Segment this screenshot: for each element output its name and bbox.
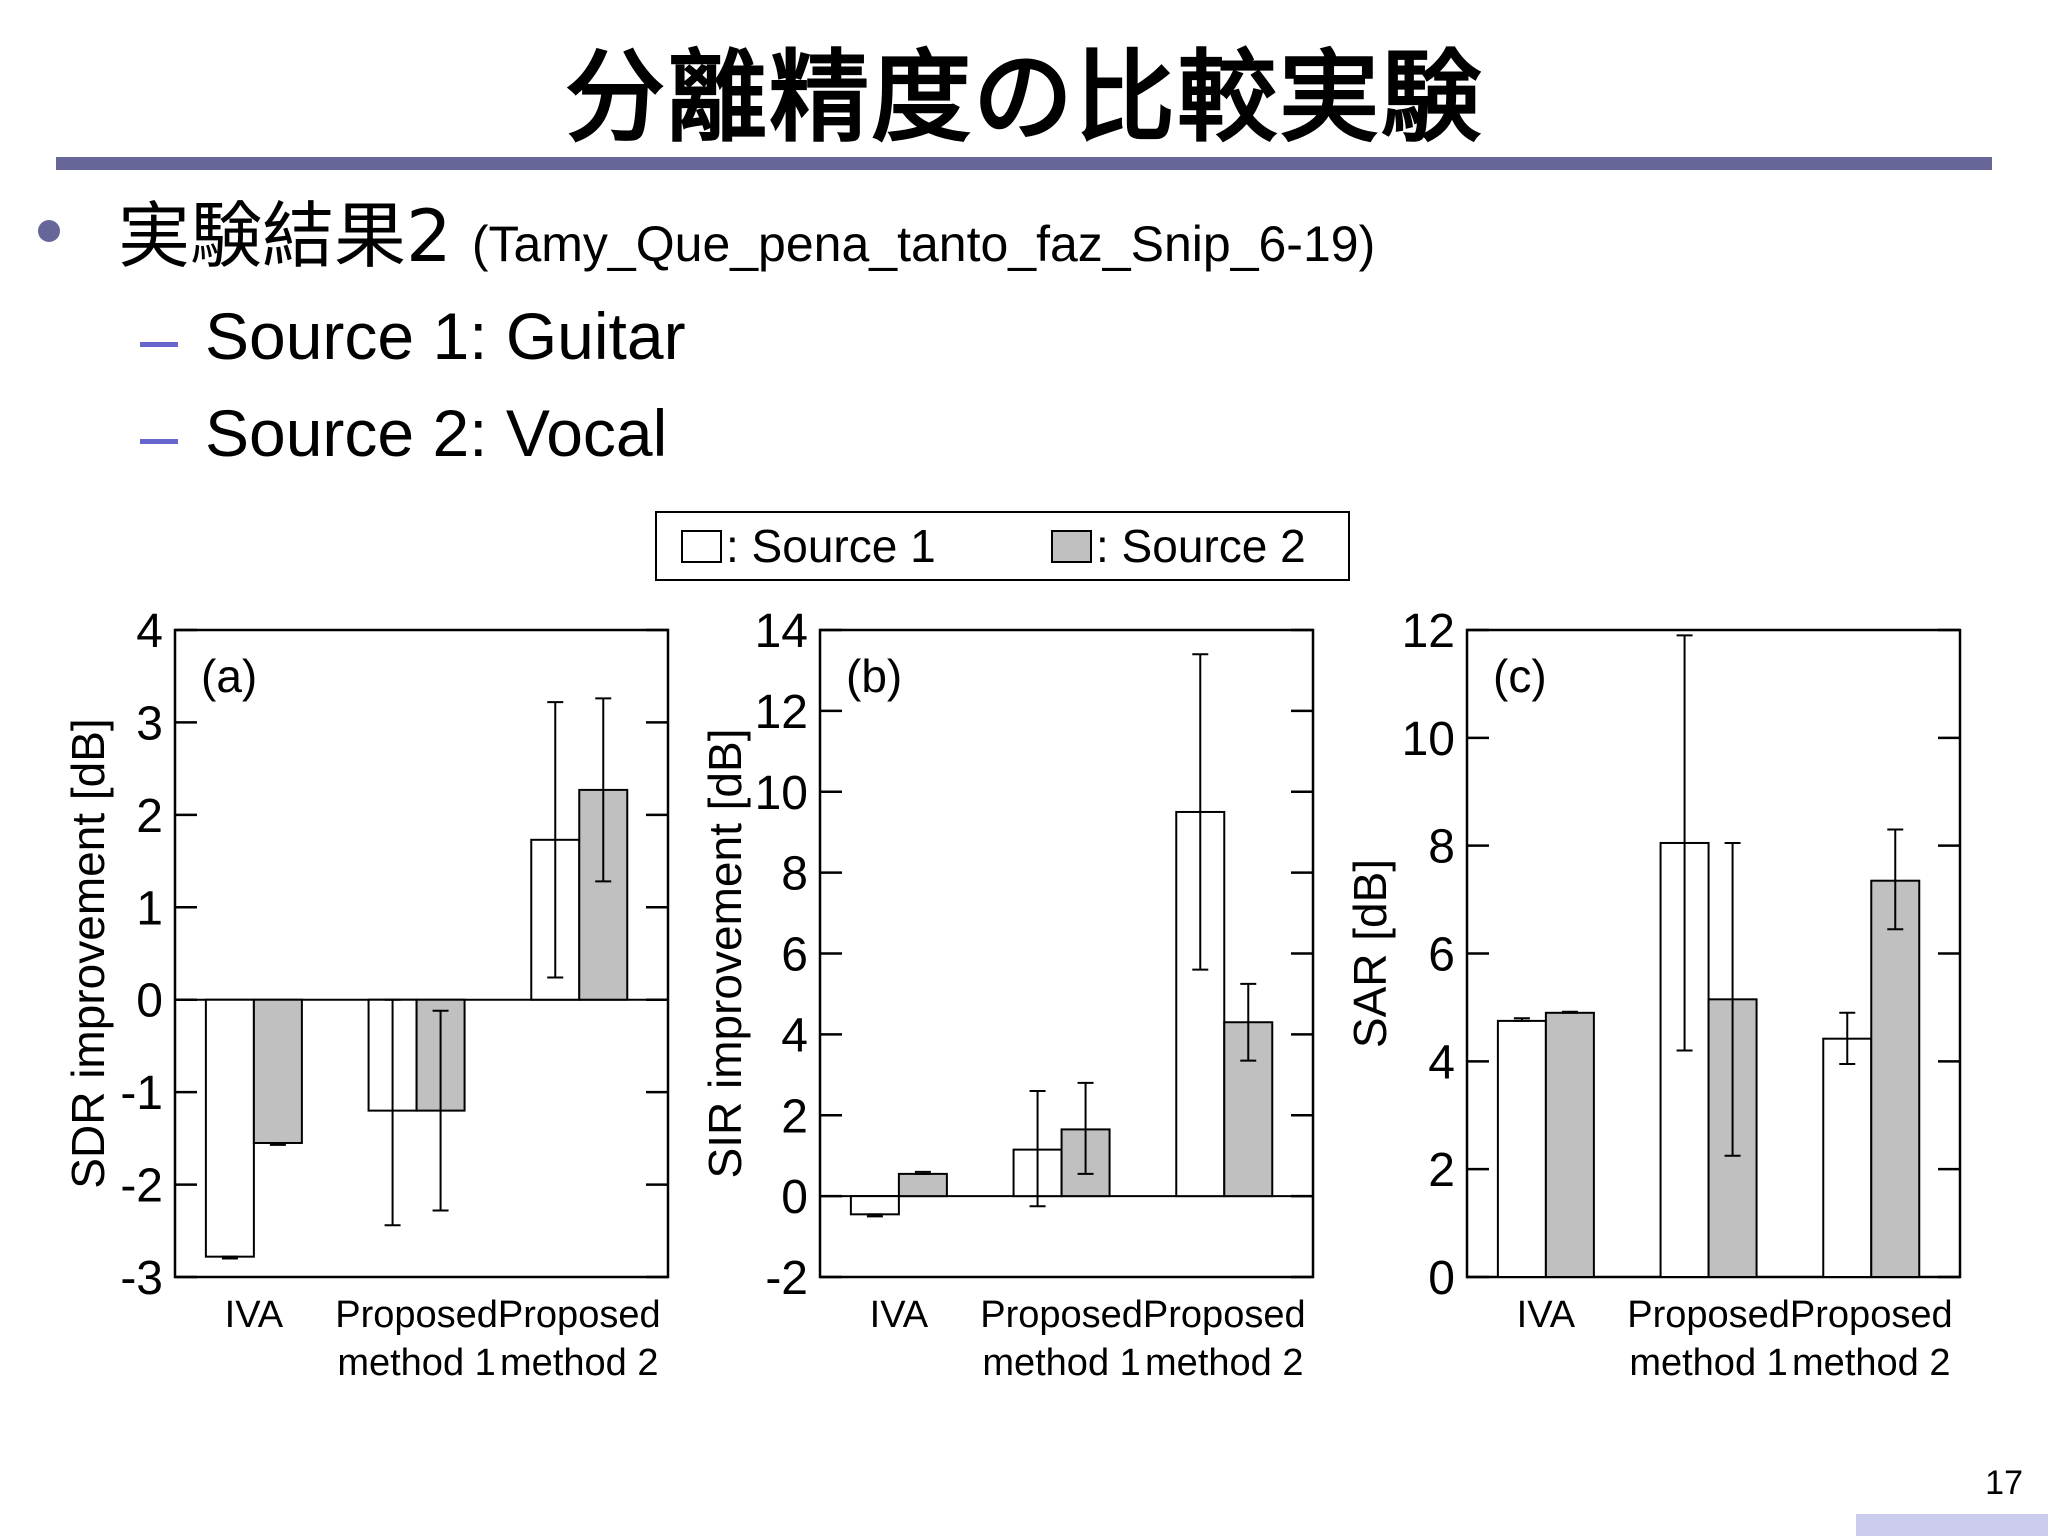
legend-label-source1: : Source 1 (726, 520, 936, 572)
y-tick-label: 2 (1428, 1144, 1455, 1197)
y-tick-label: 0 (781, 1171, 808, 1224)
y-tick-label: 8 (1428, 821, 1455, 874)
bar-2-1 (897, 1172, 948, 1198)
x-category-label: Proposed method 1 (980, 1294, 1143, 1384)
bar-1-1 (1496, 1019, 1547, 1278)
chart-panel-3: 12 10 8 6 4 2 0 SAR [dB] (c) IVA Proposed method 1P… (1344, 605, 1962, 1384)
bullet-main: 実験結果2 (Tamy_Que_pena_tanto_faz_Snip_6-19… (118, 186, 1375, 294)
panel-label: (b) (846, 650, 902, 702)
x-category-label: Proposed method 2 (1790, 1294, 1953, 1384)
plot-frame (173, 628, 670, 1279)
y-tick-label: 1 (136, 882, 163, 935)
y-axis-label: SIR improvement [dB] (699, 729, 751, 1179)
y-axis-label: SDR improvement [dB] (62, 718, 114, 1188)
bar-1-1 (849, 1195, 900, 1216)
sub-item-2: Source 2: Vocal (205, 396, 668, 470)
y-tick-label: 8 (781, 848, 808, 901)
corner-bar (1856, 1514, 2048, 1536)
legend-label-source2: : Source 2 (1096, 520, 1306, 572)
y-tick-label: 4 (1428, 1036, 1455, 1089)
y-tick-label: 0 (1428, 1252, 1455, 1305)
y-tick-label: 2 (136, 790, 163, 843)
legend-swatch-source2 (1051, 530, 1092, 563)
y-tick-label: -2 (120, 1160, 163, 1213)
x-category-label: Proposed method 1 (1627, 1294, 1790, 1384)
y-tick-label: 4 (781, 1009, 808, 1062)
bullet-dot-icon (38, 220, 60, 242)
y-tick-label: 4 (136, 605, 163, 658)
sub-dash-icon (140, 342, 178, 347)
x-category-label: Proposed method 1 (335, 1294, 498, 1384)
y-tick-label: 14 (755, 605, 808, 658)
y-tick-label: -3 (120, 1252, 163, 1305)
x-category-label: IVA (1517, 1294, 1576, 1336)
y-tick-label: 12 (755, 686, 808, 739)
y-tick-label: 2 (781, 1090, 808, 1143)
bullet-main-en: (Tamy_Que_pena_tanto_faz_Snip_6-19) (471, 216, 1376, 272)
bar-2-3 (1870, 879, 1921, 1279)
bar-2-1 (252, 998, 303, 1144)
chart-panel-1: 4 3 2 1 0 -1 -2 -3 SDR improvement [dB] (a) IVA Pro… (62, 605, 670, 1384)
y-tick-label: -2 (765, 1252, 808, 1305)
y-tick-label: -1 (120, 1067, 163, 1120)
title-rule (56, 157, 1992, 170)
y-tick-label: 3 (136, 697, 163, 750)
y-tick-label: 10 (1402, 713, 1455, 766)
legend-swatch-source1 (681, 530, 722, 563)
legend-box (655, 511, 1350, 581)
x-category-label: Proposed method 2 (1143, 1294, 1306, 1384)
legend: : Source 1 : Source 2 (655, 511, 1350, 581)
bullet-main-jp: 実験結果2 (118, 194, 452, 278)
sub-dash-icon (140, 439, 178, 444)
panel-label: (a) (201, 650, 257, 702)
y-tick-label: 6 (781, 929, 808, 982)
y-axis-label: SAR [dB] (1344, 859, 1396, 1048)
bar-2-1 (1544, 1011, 1595, 1279)
x-category-label: IVA (225, 1294, 284, 1336)
y-tick-label: 0 (136, 975, 163, 1028)
panel-label: (c) (1493, 650, 1547, 702)
bar-1-1 (204, 998, 255, 1258)
sub-item-1: Source 1: Guitar (205, 299, 686, 373)
x-category-label: Proposed method 2 (498, 1294, 661, 1384)
bar-1-3 (1822, 1037, 1873, 1279)
y-tick-label: 12 (1402, 605, 1455, 658)
chart-panel-2: 14 12 10 8 6 4 2 0 -2 SIR improvement [dB] (b) IVA P… (699, 605, 1315, 1384)
page-number: 17 (1985, 1464, 2023, 1502)
y-tick-label: 6 (1428, 929, 1455, 982)
slide-title: 分離精度の比較実験 (565, 39, 1483, 156)
x-category-label: IVA (870, 1294, 929, 1336)
y-tick-label: 10 (755, 767, 808, 820)
